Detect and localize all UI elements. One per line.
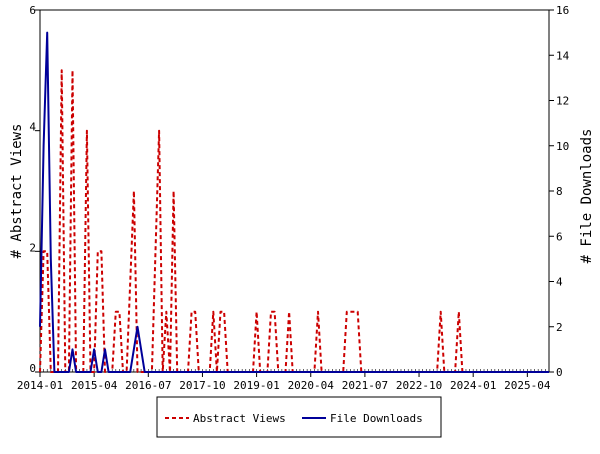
- x-tick-label: 2025-04: [504, 379, 551, 392]
- x-tick-label: 2022-10: [396, 379, 442, 392]
- x-tick-label: 2020-04: [288, 379, 335, 392]
- left-tick-label: 6: [29, 4, 36, 17]
- series-line-file-downloads: [39, 31, 549, 373]
- right-tick-label: 2: [556, 321, 563, 334]
- x-tick-label: 2019-01: [233, 379, 279, 392]
- x-tick-label: 2015-04: [71, 379, 118, 392]
- right-tick-label: 16: [556, 4, 569, 17]
- right-tick-label: 12: [556, 95, 569, 108]
- legend-label-abstract-views: Abstract Views: [193, 412, 286, 425]
- left-axis-ticks: 0 2 4 6: [29, 4, 40, 375]
- x-tick-label: 2017-10: [179, 379, 225, 392]
- left-tick-label: 2: [29, 241, 36, 254]
- x-tick-label: 2016-07: [125, 379, 171, 392]
- left-tick-label: 4: [29, 121, 36, 134]
- x-tick-label: 2014-01: [17, 379, 63, 392]
- series-layer: [39, 31, 549, 373]
- x-tick-label: 2024-01: [450, 379, 496, 392]
- y-axis-title-left: # Abstract Views: [9, 124, 25, 259]
- legend: Abstract Views File Downloads: [156, 396, 442, 438]
- legend-label-file-downloads: File Downloads: [330, 412, 423, 425]
- y-axis-title-right: # File Downloads: [579, 129, 595, 264]
- right-tick-label: 8: [556, 185, 563, 198]
- series-line-abstract-views: [39, 69, 549, 373]
- right-tick-label: 10: [556, 140, 569, 153]
- right-tick-label: 6: [556, 230, 563, 243]
- left-tick-label: 0: [29, 362, 36, 375]
- right-axis-ticks: 0 2 4 6 8 10 12 14 16: [549, 4, 570, 379]
- right-tick-label: 14: [556, 49, 570, 62]
- right-tick-label: 4: [556, 276, 563, 289]
- legend-box: [156, 396, 442, 438]
- right-tick-label: 0: [556, 366, 563, 379]
- x-tick-label: 2021-07: [342, 379, 388, 392]
